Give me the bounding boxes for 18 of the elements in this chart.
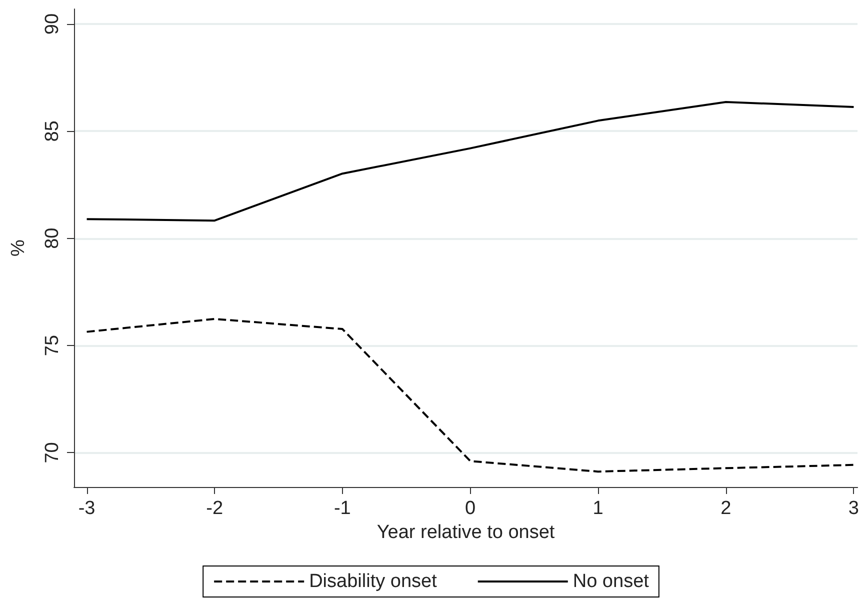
x-tick-label: -3 — [78, 498, 96, 519]
y-tick-label: 80 — [42, 228, 63, 249]
y-tick-label: 75 — [42, 334, 63, 356]
x-tick-label: 2 — [720, 498, 732, 519]
y-tick-label: 70 — [42, 442, 63, 464]
legend-label: Disability onset — [309, 571, 438, 592]
line-series — [86, 101, 855, 222]
y-tick-label: 90 — [42, 13, 63, 35]
y-tick-label: 85 — [42, 120, 63, 142]
line-series — [86, 318, 855, 473]
x-tick-label: -1 — [334, 498, 351, 519]
x-tick-label: 0 — [464, 498, 476, 519]
y-axis-title: % — [8, 239, 29, 256]
x-tick-label: 1 — [592, 498, 604, 519]
x-tick-label: 3 — [848, 498, 860, 519]
legend-label: No onset — [572, 571, 650, 592]
x-axis-title: Year relative to onset — [376, 522, 556, 543]
x-tick-label: -2 — [206, 498, 224, 519]
